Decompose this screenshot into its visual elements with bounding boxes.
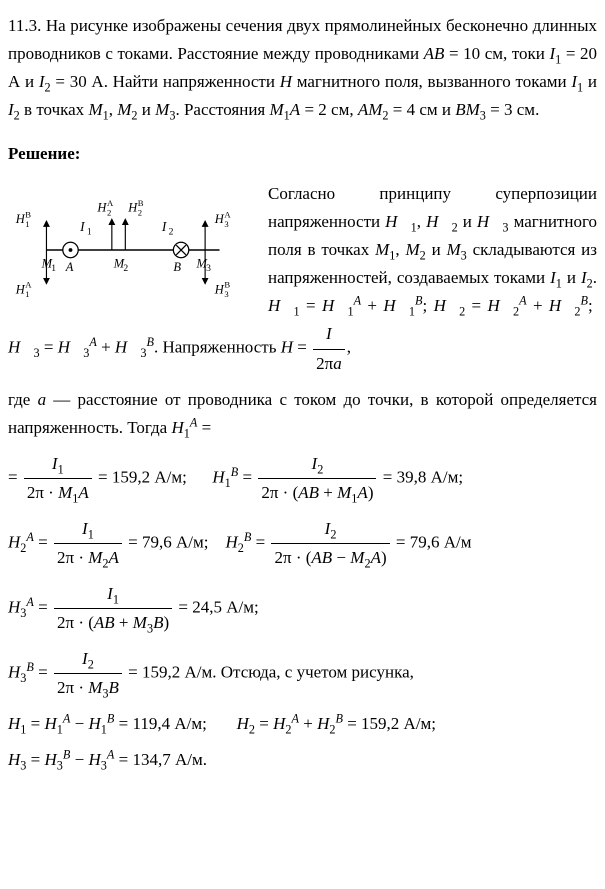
svg-text:A: A xyxy=(25,280,32,290)
row-h3a: H3A = I12π · (AB + M3B) = 24,5 А/м; xyxy=(8,580,597,637)
problem-statement: 11.3. На рисунке изображены сечения двух… xyxy=(8,12,597,124)
physics-diagram: M1 A M2 B M3 I1 I2 H⃗1B H⃗1A H⃗2A H⃗2B H… xyxy=(8,180,258,320)
svg-text:2: 2 xyxy=(107,208,111,218)
svg-text:2: 2 xyxy=(138,208,142,218)
svg-text:1: 1 xyxy=(51,263,56,274)
svg-text:1: 1 xyxy=(25,289,29,299)
row-h1: = I12π · M1A = 159,2 А/м; H1B = I22π · (… xyxy=(8,450,597,507)
svg-text:B: B xyxy=(138,198,144,208)
svg-text:A: A xyxy=(107,198,114,208)
solution-heading: Решение: xyxy=(8,140,597,168)
svg-text:A: A xyxy=(65,260,74,274)
solution-body: M1 A M2 B M3 I1 I2 H⃗1B H⃗1A H⃗2A H⃗2B H… xyxy=(8,180,597,377)
svg-text:I: I xyxy=(79,219,85,234)
problem-number: 11.3. xyxy=(8,16,41,35)
svg-text:A: A xyxy=(224,210,231,220)
row-h2: H2A = I12π · M2A = 79,6 А/м; H2B = I22π … xyxy=(8,515,597,572)
svg-text:1: 1 xyxy=(25,219,29,229)
svg-text:I: I xyxy=(161,219,167,234)
row-h3b: H3B = I22π · M3B = 159,2 А/м. Отсюда, с … xyxy=(8,645,597,702)
svg-text:B: B xyxy=(224,280,230,290)
svg-text:B: B xyxy=(25,210,31,220)
row-final-12: H1 = H1A − H1B = 119,4 А/м; H2 = H2A + H… xyxy=(8,710,597,738)
svg-text:1: 1 xyxy=(87,227,92,238)
row-final-3: H3 = H3B − H3A = 134,7 А/м. xyxy=(8,746,597,774)
svg-text:B: B xyxy=(173,260,181,274)
svg-text:3: 3 xyxy=(224,219,228,229)
svg-text:2: 2 xyxy=(169,227,174,238)
svg-text:3: 3 xyxy=(206,263,211,274)
where-clause: где a — расстояние от проводника с током… xyxy=(8,386,597,442)
svg-text:3: 3 xyxy=(224,289,228,299)
svg-text:2: 2 xyxy=(123,263,128,274)
